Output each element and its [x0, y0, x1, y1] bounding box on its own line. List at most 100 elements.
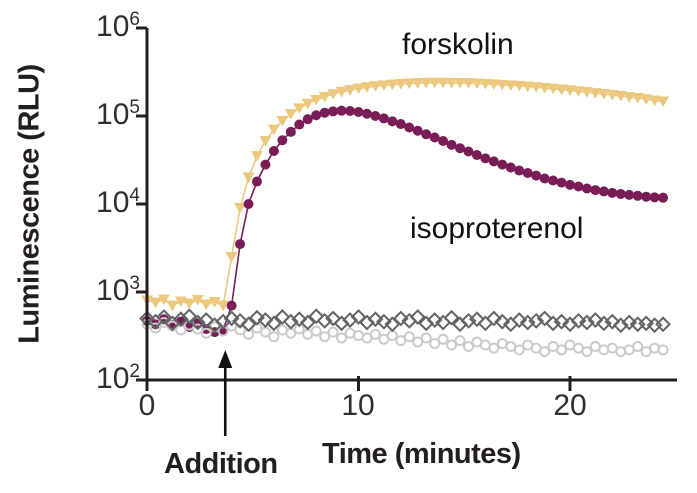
- control-open-circles-marker: [420, 332, 432, 344]
- control-open-circles-marker: [513, 344, 525, 356]
- forskolin-marker: [547, 83, 560, 95]
- control-open-circles-marker: [657, 344, 669, 356]
- isoproterenol-marker: [294, 119, 305, 130]
- forskolin-series: [141, 77, 670, 312]
- control-open-circles-marker: [327, 326, 339, 338]
- isoproterenol-marker: [641, 191, 652, 202]
- control-open-circles-marker: [259, 326, 271, 338]
- forskolin-marker: [242, 172, 255, 184]
- isoproterenol-marker: [251, 176, 262, 187]
- isoproterenol-marker: [522, 168, 533, 179]
- control-open-diamonds-marker: [469, 311, 485, 328]
- control-open-diamonds-marker: [519, 314, 536, 331]
- forskolin-marker: [538, 83, 551, 94]
- control-open-diamonds-series: [139, 308, 671, 334]
- forskolin-marker: [564, 85, 576, 96]
- control-open-diamonds-marker: [426, 312, 443, 328]
- control-open-circles-marker: [488, 342, 500, 354]
- isoproterenol-series: [142, 105, 669, 338]
- forskolin-marker: [310, 94, 323, 106]
- control-open-diamonds-marker: [604, 313, 621, 330]
- forskolin-marker: [369, 81, 382, 92]
- control-open-circles-marker: [454, 335, 466, 347]
- forskolin-marker: [597, 88, 610, 100]
- control-open-diamonds-marker: [274, 309, 291, 325]
- forskolin-marker: [301, 98, 314, 110]
- isoproterenol-marker: [345, 105, 356, 116]
- isoproterenol-marker: [615, 188, 626, 199]
- y-tick-base: 10: [96, 98, 130, 131]
- forskolin-marker: [657, 96, 670, 108]
- isoproterenol-marker: [624, 189, 635, 200]
- isoproterenol-marker: [268, 146, 279, 157]
- forskolin-marker: [479, 78, 492, 90]
- control-open-circles-marker: [395, 335, 407, 347]
- forskolin-line: [146, 81, 664, 307]
- isoproterenol-marker: [573, 181, 584, 192]
- isoproterenol-marker: [235, 239, 246, 250]
- forskolin-marker: [513, 80, 526, 92]
- control-open-diamonds-marker: [172, 311, 189, 328]
- control-open-diamonds-marker: [595, 315, 612, 332]
- y-tick-exponent: 4: [129, 185, 140, 206]
- control-open-diamonds-marker: [460, 312, 477, 329]
- forskolin-marker: [445, 77, 458, 89]
- forskolin-marker: [454, 78, 467, 89]
- forskolin-marker: [462, 78, 475, 89]
- control-open-diamonds-marker: [265, 315, 282, 332]
- forskolin-marker: [623, 92, 636, 103]
- isoproterenol-marker: [446, 139, 457, 150]
- control-open-diamonds-marker: [299, 314, 316, 331]
- y-tick-base: 10: [96, 274, 130, 307]
- control-open-circles-marker: [310, 325, 322, 337]
- addition-annotation-label: Addition: [164, 448, 278, 480]
- control-open-circles-marker: [429, 337, 441, 349]
- control-open-diamonds-marker: [240, 316, 257, 333]
- isoproterenol-marker: [539, 173, 550, 184]
- forskolin-marker: [217, 300, 230, 312]
- isoproterenol-marker: [497, 159, 508, 170]
- y-tick-label-1e2: 102: [96, 362, 140, 396]
- control-open-diamonds-marker: [325, 310, 342, 327]
- y-tick-label-1e6: 106: [96, 10, 140, 44]
- forskolin-marker: [521, 81, 534, 93]
- isoproterenol-marker: [455, 143, 466, 154]
- control-open-diamonds-marker: [587, 312, 604, 328]
- isoproterenol-marker: [548, 175, 559, 186]
- forskolin-marker: [327, 89, 340, 100]
- forskolin-marker: [631, 93, 644, 104]
- control-open-circles-marker: [149, 322, 161, 334]
- forskolin-marker: [191, 295, 204, 306]
- isoproterenol-marker: [649, 192, 660, 203]
- control-open-circles-marker: [192, 323, 204, 335]
- control-open-circles-marker: [268, 331, 280, 343]
- control-open-diamonds-marker: [257, 312, 274, 328]
- forskolin-marker: [293, 103, 306, 115]
- control-open-diamonds-marker: [308, 308, 325, 325]
- forskolin-marker: [208, 296, 221, 308]
- control-open-diamonds-marker: [477, 315, 494, 332]
- isoproterenol-marker: [361, 108, 372, 119]
- y-tick-label-1e4: 104: [96, 186, 140, 220]
- forskolin-marker: [157, 294, 170, 306]
- y-tick-label-1e5: 105: [96, 98, 140, 132]
- y-tick-exponent: 3: [129, 273, 140, 294]
- forskolin-marker: [200, 299, 213, 311]
- forskolin-series-label: forskolin: [402, 28, 514, 61]
- control-open-circles-marker: [598, 344, 610, 356]
- forskolin-marker: [403, 78, 416, 90]
- forskolin-marker: [149, 297, 162, 309]
- forskolin-marker: [606, 90, 619, 101]
- control-open-circles-marker: [226, 320, 238, 332]
- forskolin-marker: [437, 77, 450, 89]
- control-open-circles-marker: [556, 344, 568, 356]
- control-open-diamonds-marker: [579, 314, 595, 331]
- isoproterenol-marker: [277, 135, 288, 146]
- isoproterenol-marker: [590, 185, 601, 196]
- control-open-diamonds-marker: [570, 312, 587, 329]
- control-open-diamonds-marker: [536, 310, 553, 327]
- isoproterenol-marker: [412, 125, 423, 136]
- control-open-diamonds-marker: [638, 315, 655, 332]
- control-open-diamonds-marker: [392, 310, 409, 327]
- forskolin-marker: [344, 85, 357, 96]
